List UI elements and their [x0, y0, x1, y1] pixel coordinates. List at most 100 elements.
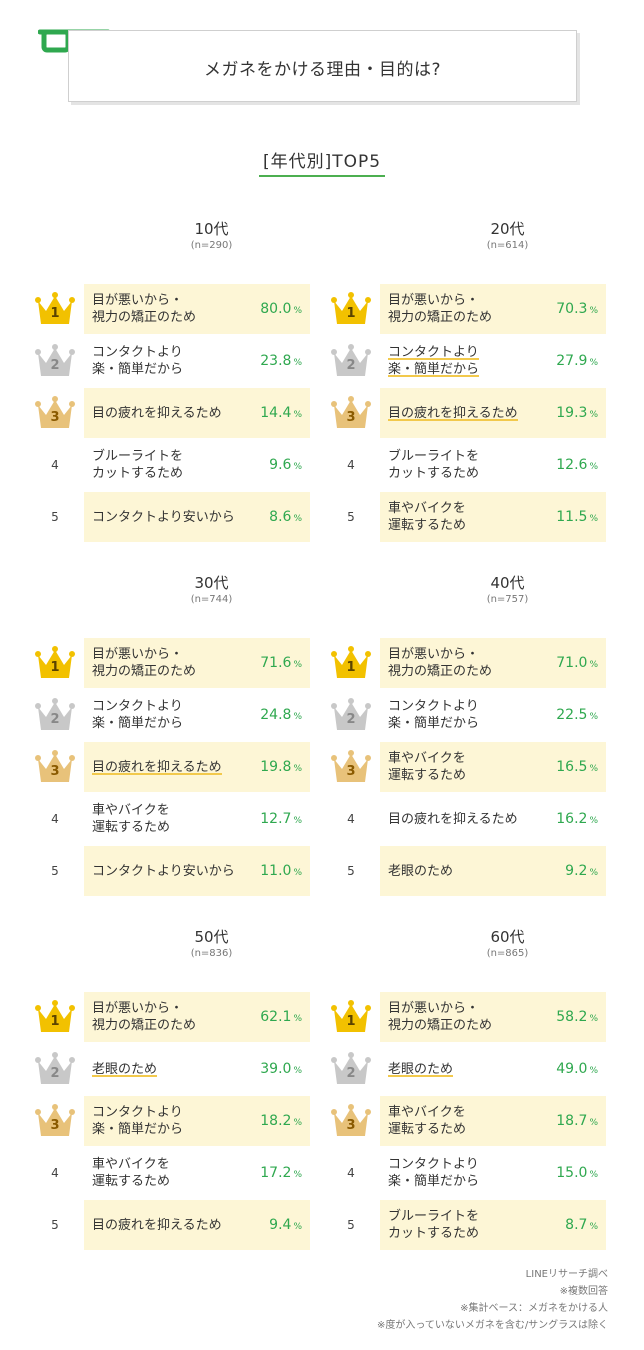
ranking-row: 1 目が悪いから・ 視力の矯正のため 58.2% — [328, 992, 606, 1042]
reason-text: 目の疲れを抑えるため — [388, 811, 518, 827]
rank-marker: 4 — [328, 1148, 374, 1198]
reason-label: コンタクトより安いから — [92, 509, 252, 526]
percentage-number: 14.4 — [260, 405, 292, 421]
ranking-row: 1 目が悪いから・ 視力の矯正のため 71.0% — [328, 638, 606, 688]
panel-sample-size: (n=290) — [190, 240, 233, 251]
reason-label: 車やバイクを 運転するため — [388, 500, 548, 534]
percentage-number: 18.7 — [556, 1113, 588, 1129]
percentage-value: 12.6% — [556, 457, 598, 473]
percentage-value: 9.6% — [269, 457, 302, 473]
ranking-cell: コンタクトより 楽・簡単だから 27.9% — [380, 336, 606, 386]
percentage-number: 27.9 — [556, 353, 588, 369]
ranking-row: 2 コンタクトより 楽・簡単だから 24.8% — [32, 690, 310, 740]
percentage-number: 15.0 — [556, 1165, 588, 1181]
ranking-row: 4 ブルーライトを カットするため 12.6% — [328, 440, 606, 490]
rank-number: 2 — [50, 712, 60, 727]
ranking-cell: コンタクトより安いから 11.0% — [84, 846, 310, 896]
ranking-row: 4 目の疲れを抑えるため 16.2% — [328, 794, 606, 844]
crown-icon — [331, 698, 371, 730]
ranking-row: 2 老眼のため 39.0% — [32, 1044, 310, 1094]
panel-sample-size: (n=614) — [486, 240, 529, 251]
ranking-cell: 目の疲れを抑えるため 19.8% — [84, 742, 310, 792]
reason-label: コンタクトより安いから — [92, 863, 252, 880]
percentage-number: 58.2 — [556, 1009, 588, 1025]
rank-marker: 2 — [328, 1044, 374, 1094]
rank-number: 4 — [51, 458, 59, 472]
ranking-cell: 目が悪いから・ 視力の矯正のため 71.0% — [380, 638, 606, 688]
percentage-number: 9.6 — [269, 457, 292, 473]
reason-label: コンタクトより 楽・簡単だから — [92, 344, 252, 378]
ranking-row: 1 目が悪いから・ 視力の矯正のため 70.3% — [328, 284, 606, 334]
percent-sign: % — [589, 868, 598, 878]
percentage-value: 58.2% — [556, 1009, 598, 1025]
rank-marker: 3 — [32, 742, 78, 792]
ranking-row: 3 目の疲れを抑えるため 14.4% — [32, 388, 310, 438]
crown-icon — [35, 698, 75, 730]
ranking-cell: ブルーライトを カットするため 8.7% — [380, 1200, 606, 1250]
percent-sign: % — [293, 712, 302, 722]
reason-text: 目が悪いから・ 視力の矯正のため — [388, 647, 493, 679]
rank-number: 4 — [51, 1166, 59, 1180]
ranking-cell: 目が悪いから・ 視力の矯正のため 71.6% — [84, 638, 310, 688]
percentage-value: 11.0% — [260, 863, 302, 879]
ranking-cell: 車やバイクを 運転するため 17.2% — [84, 1148, 310, 1198]
ranking-cell: 目の疲れを抑えるため 9.4% — [84, 1200, 310, 1250]
crown-icon — [331, 750, 371, 782]
reason-text: 目が悪いから・ 視力の矯正のため — [92, 293, 197, 325]
reason-label: ブルーライトを カットするため — [92, 448, 252, 482]
ranking-cell: 目の疲れを抑えるため 19.3% — [380, 388, 606, 438]
rank-marker: 5 — [32, 846, 78, 896]
ranking-panel: 30代 (n=744) 1 目が悪いから・ 視力の矯正のため 71.6% 2 コンタクトより… — [32, 572, 310, 902]
percentage-value: 8.6% — [269, 509, 302, 525]
ranking-row: 5 老眼のため 9.2% — [328, 846, 606, 896]
percentage-value: 8.7% — [565, 1217, 598, 1233]
rank-number: 4 — [347, 812, 355, 826]
subtitle: [年代別]TOP5 — [0, 147, 644, 177]
reason-label: ブルーライトを カットするため — [388, 448, 548, 482]
rank-marker: 4 — [328, 794, 374, 844]
percentage-value: 14.4% — [260, 405, 302, 421]
percentage-number: 11.0 — [260, 863, 292, 879]
ranking-row: 2 コンタクトより 楽・簡単だから 27.9% — [328, 336, 606, 386]
reason-text: ブルーライトを カットするため — [388, 1209, 480, 1241]
ranking-row: 5 ブルーライトを カットするため 8.7% — [328, 1200, 606, 1250]
rank-number: 1 — [50, 1014, 60, 1029]
percent-sign: % — [589, 306, 598, 316]
reason-text: 目の疲れを抑えるため — [388, 405, 518, 421]
rank-number: 2 — [346, 712, 356, 727]
rank-number: 5 — [347, 510, 355, 524]
crown-icon — [35, 750, 75, 782]
reason-text: コンタクトより 楽・簡単だから — [92, 1105, 184, 1137]
crown-icon — [331, 344, 371, 376]
crown-icon — [331, 1104, 371, 1136]
reason-label: 目が悪いから・ 視力の矯正のため — [388, 1000, 548, 1034]
percentage-value: 18.2% — [260, 1113, 302, 1129]
percent-sign: % — [293, 1066, 302, 1076]
percentage-value: 62.1% — [260, 1009, 302, 1025]
percent-sign: % — [293, 1014, 302, 1024]
crown-icon — [35, 1104, 75, 1136]
percentage-value: 16.5% — [556, 759, 598, 775]
ranking-cell: 老眼のため 9.2% — [380, 846, 606, 896]
reason-label: 目の疲れを抑えるため — [92, 405, 252, 422]
percentage-number: 18.2 — [260, 1113, 292, 1129]
reason-label: コンタクトより 楽・簡単だから — [92, 1104, 252, 1138]
rank-number: 1 — [346, 1014, 356, 1029]
percentage-number: 19.3 — [556, 405, 588, 421]
rank-number: 5 — [51, 864, 59, 878]
crown-icon — [35, 344, 75, 376]
ranking-cell: コンタクトより安いから 8.6% — [84, 492, 310, 542]
reason-label: コンタクトより 楽・簡単だから — [92, 698, 252, 732]
ranking-cell: コンタクトより 楽・簡単だから 18.2% — [84, 1096, 310, 1146]
panel-sample-size: (n=757) — [486, 594, 529, 605]
reason-label: 車やバイクを 運転するため — [92, 1156, 252, 1190]
percent-sign: % — [589, 816, 598, 826]
percentage-number: 71.0 — [556, 655, 588, 671]
reason-text: 車やバイクを 運転するため — [388, 501, 467, 533]
ranking-cell: ブルーライトを カットするため 12.6% — [380, 440, 606, 490]
ranking-cell: 車やバイクを 運転するため 12.7% — [84, 794, 310, 844]
reason-text: 目が悪いから・ 視力の矯正のため — [388, 1001, 493, 1033]
percentage-value: 27.9% — [556, 353, 598, 369]
ranking-cell: コンタクトより 楽・簡単だから 24.8% — [84, 690, 310, 740]
percent-sign: % — [589, 660, 598, 670]
